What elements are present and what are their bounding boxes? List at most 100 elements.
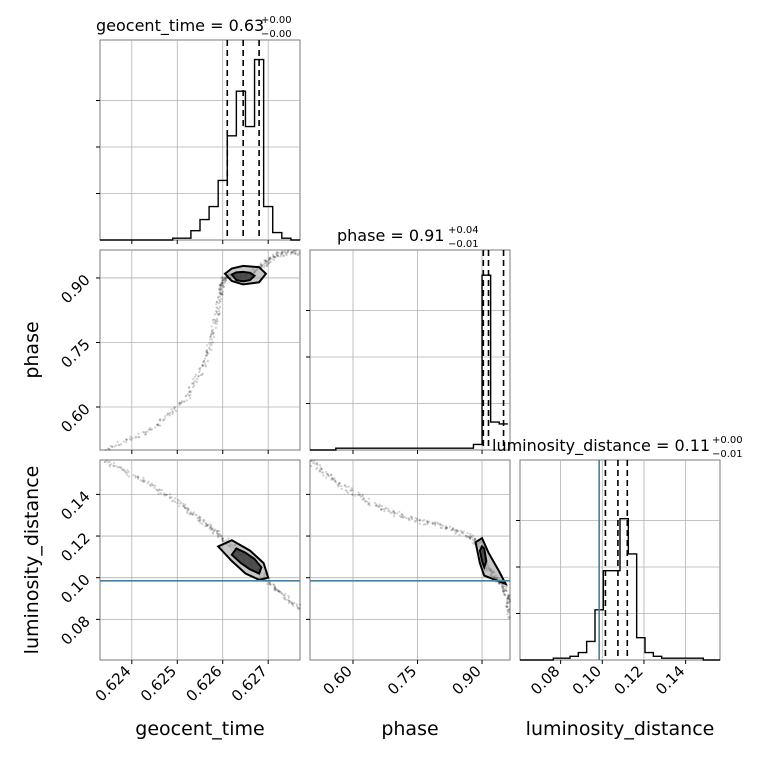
sample-point: [503, 593, 506, 596]
sample-point: [272, 256, 275, 259]
sample-point: [213, 322, 217, 325]
sample-point: [330, 478, 333, 481]
sample-point: [203, 357, 207, 360]
sample-point: [287, 596, 291, 599]
sample-point: [218, 288, 221, 291]
sample-point: [398, 510, 401, 513]
sample-point: [209, 523, 212, 526]
sample-point: [465, 536, 468, 539]
sample-point: [393, 515, 396, 518]
sample-point: [168, 497, 171, 500]
sample-point: [158, 419, 161, 422]
sample-point: [456, 529, 460, 532]
sample-point: [188, 394, 191, 397]
sample-point: [144, 433, 147, 436]
sample-point: [445, 526, 448, 529]
sample-point: [191, 513, 194, 517]
sample-point: [336, 483, 339, 486]
sample-point: [182, 400, 185, 403]
sample-point: [113, 445, 116, 448]
title-phase-plus: +0.04: [448, 225, 479, 236]
sample-point: [298, 607, 301, 610]
sample-point: [123, 468, 126, 471]
sample-point: [506, 605, 509, 608]
sample-point: [193, 380, 196, 383]
sample-point: [501, 589, 504, 592]
sample-point: [468, 536, 471, 539]
sample-point: [222, 539, 225, 542]
sample-point: [434, 524, 437, 527]
sample-point: [219, 300, 222, 303]
sample-point: [501, 588, 504, 591]
sample-point: [219, 292, 222, 295]
sample-point: [289, 251, 293, 254]
sample-point: [202, 520, 205, 523]
sample-point: [309, 459, 312, 462]
ytick-label-luminosity-distance: 0.12: [57, 529, 93, 565]
sample-point: [507, 594, 511, 597]
sample-point: [469, 534, 472, 538]
sample-point: [280, 250, 284, 253]
sample-point: [144, 431, 147, 434]
sample-point: [313, 462, 317, 465]
sample-point: [221, 537, 224, 540]
sample-point: [445, 526, 448, 529]
sample-point: [507, 608, 511, 611]
sample-point: [275, 251, 278, 254]
sample-point: [505, 589, 508, 592]
sample-point: [506, 609, 509, 612]
sample-point: [215, 306, 218, 309]
sample-point: [507, 597, 510, 600]
sample-point: [159, 419, 162, 422]
sample-point: [508, 600, 511, 603]
sample-point: [132, 474, 135, 477]
sample-point: [121, 468, 124, 472]
sample-point: [211, 531, 214, 534]
xtick-label-phase: 0.75: [384, 662, 420, 698]
sample-point: [264, 260, 267, 263]
sample-point: [265, 260, 268, 263]
sample-point: [210, 325, 213, 328]
sample-point: [426, 523, 429, 526]
sample-point: [272, 583, 276, 586]
sample-point: [142, 479, 145, 482]
xtick-label-phase: 0.90: [449, 662, 485, 698]
sample-point: [215, 310, 218, 313]
sample-point: [174, 500, 177, 503]
sample-point: [273, 586, 276, 589]
sample-point: [273, 587, 276, 590]
sample-point: [331, 478, 335, 481]
sample-point: [137, 436, 140, 439]
sample-point: [425, 519, 429, 523]
sample-point: [219, 283, 223, 287]
sample-point: [326, 472, 329, 476]
sample-point: [503, 593, 506, 597]
sample-point: [171, 411, 174, 414]
sample-point: [272, 258, 276, 261]
sample-point: [219, 284, 222, 287]
sample-point: [221, 290, 224, 293]
sample-point: [137, 476, 140, 479]
sample-point: [502, 590, 505, 593]
sample-point: [294, 252, 297, 255]
sample-point: [163, 494, 166, 497]
sample-point: [142, 430, 145, 434]
sample-point: [462, 532, 465, 535]
sample-point: [211, 527, 214, 530]
sample-point: [222, 276, 225, 279]
sample-point: [274, 586, 277, 589]
title-geocent-time-plus: +0.00: [261, 15, 292, 26]
sample-point: [375, 504, 378, 507]
sample-point: [334, 480, 337, 483]
sample-point: [444, 528, 448, 531]
sample-point: [159, 492, 162, 495]
sample-point: [361, 495, 364, 498]
sample-point: [198, 518, 201, 522]
sample-point: [505, 585, 508, 588]
sample-point: [179, 502, 182, 505]
sample-point: [462, 530, 465, 533]
sample-point: [219, 284, 222, 287]
sample-point: [264, 259, 267, 262]
sample-point: [176, 501, 179, 505]
sample-point: [319, 468, 322, 471]
